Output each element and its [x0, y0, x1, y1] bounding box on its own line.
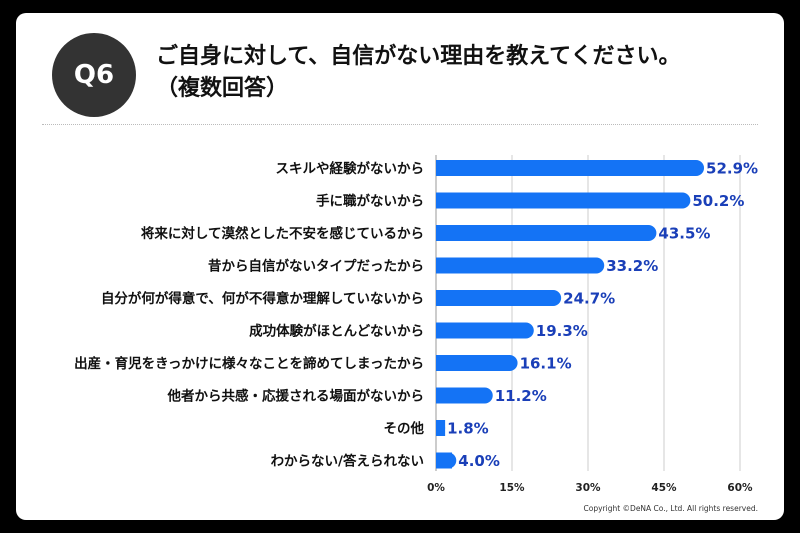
question-line-2: （複数回答） — [156, 76, 289, 101]
bar — [436, 160, 705, 176]
bar-left-edge — [436, 322, 452, 339]
x-tick-label: 0% — [427, 482, 445, 494]
bar — [436, 225, 657, 241]
value-label: 4.0% — [458, 452, 500, 470]
category-label: 手に職がないから — [316, 193, 424, 210]
bar-left-edge — [436, 452, 452, 469]
x-tick-label: 15% — [499, 482, 525, 494]
category-label: 昔から自信がないタイプだったから — [208, 258, 424, 275]
value-label: 43.5% — [658, 225, 710, 243]
value-label: 11.2% — [495, 387, 547, 405]
value-label: 16.1% — [520, 355, 572, 373]
value-label: 52.9% — [706, 160, 758, 178]
category-label: 他者から共感・応援される場面がないから — [167, 388, 425, 405]
bar-left-edge — [436, 355, 452, 371]
bar — [436, 355, 518, 371]
bar — [436, 290, 562, 306]
value-label: 1.8% — [447, 420, 489, 438]
category-label: 将来に対して漠然とした不安を感じているから — [141, 225, 424, 242]
bar-left-edge — [436, 420, 446, 436]
divider — [42, 124, 758, 125]
value-label: 24.7% — [563, 290, 615, 308]
bar — [436, 322, 534, 339]
bar-left-edge — [436, 387, 452, 404]
category-label: 出産・育児をきっかけに様々なことを諦めてしまったから — [74, 355, 424, 372]
bar-left-edge — [436, 192, 452, 209]
category-label: 自分が何が得意で、何が不得意か理解していないから — [101, 290, 424, 307]
x-tick-label: 45% — [651, 482, 677, 494]
bar — [436, 192, 691, 209]
bar-left-edge — [436, 160, 452, 176]
bar-left-edge — [436, 257, 452, 274]
x-tick-label: 60% — [727, 482, 753, 494]
chart-card: Q6 ご自身に対して、自信がない理由を教えてください。 （複数回答） 0% 15%… — [16, 13, 784, 520]
question-badge: Q6 — [52, 33, 136, 117]
category-label: わからない/答えられない — [271, 453, 424, 470]
bar — [436, 257, 605, 274]
bar-left-edge — [436, 290, 452, 306]
value-label: 33.2% — [606, 257, 658, 275]
bar-left-edge — [436, 225, 452, 241]
bar-chart: 0% 15% 30% 45% 60% 52.9% スキルや経験がないから 50.2% 手に職がな… — [74, 155, 758, 494]
copyright-text: Copyright ©DeNA Co., Ltd. All rights res… — [583, 504, 758, 513]
category-label: 成功体験がほとんどないから — [249, 323, 424, 340]
question-title: ご自身に対して、自信がない理由を教えてください。 （複数回答） — [156, 41, 766, 105]
value-label: 19.3% — [536, 322, 588, 340]
question-line-1: ご自身に対して、自信がない理由を教えてください。 — [156, 44, 681, 69]
x-tick-label: 30% — [575, 482, 601, 494]
category-label: スキルや経験がないから — [276, 160, 425, 177]
category-label: その他 — [384, 420, 425, 437]
value-label: 50.2% — [692, 192, 744, 210]
